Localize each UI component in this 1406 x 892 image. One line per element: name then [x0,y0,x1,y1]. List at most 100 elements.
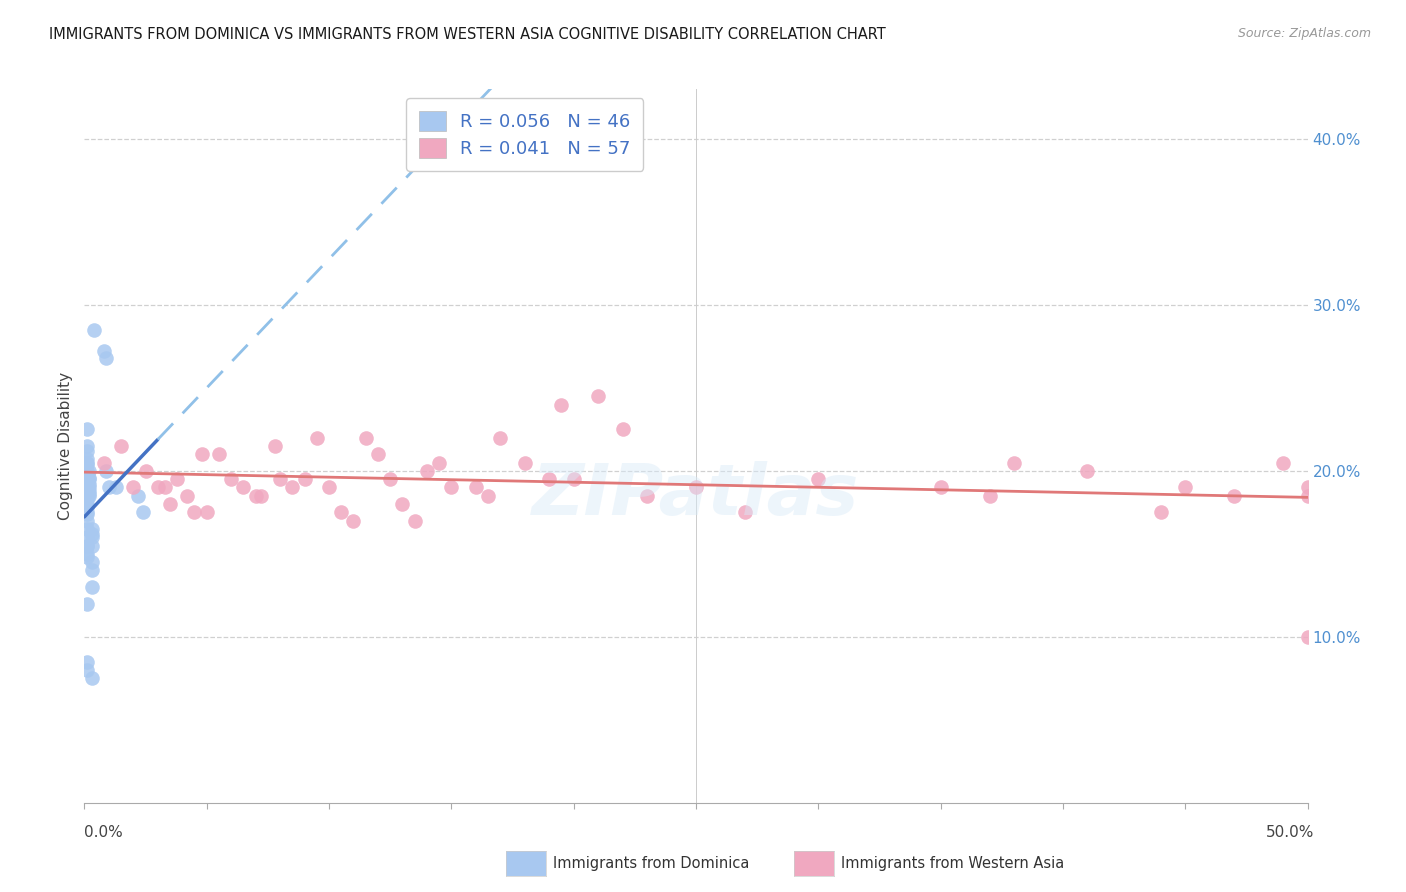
Point [269,472,291,486]
Point [807,472,830,486]
Point [330,505,353,519]
Point [404,514,426,528]
Point [249,489,271,503]
Point [77,472,100,486]
Text: Source: ZipAtlas.com: Source: ZipAtlas.com [1237,27,1371,40]
Point [76,655,98,669]
Point [929,481,952,495]
Point [110,439,132,453]
Point [76,505,98,519]
Point [318,481,340,495]
Point [427,456,450,470]
Point [1296,489,1319,503]
Point [76,492,98,507]
Point [76,507,98,521]
Point [489,431,512,445]
Point [76,547,98,561]
Point [1150,505,1173,519]
Point [76,663,98,677]
Point [734,505,756,519]
Point [538,472,561,486]
Point [122,481,145,495]
Point [232,481,254,495]
Point [176,489,198,503]
Point [77,483,100,498]
Point [208,447,231,461]
Point [191,447,214,461]
Point [93,344,115,359]
Point [1296,630,1319,644]
Point [294,472,316,486]
Point [80,527,103,541]
Point [76,456,98,470]
Point [354,431,377,445]
Point [77,487,100,501]
Point [76,522,98,536]
Point [416,464,439,478]
Point [77,470,100,484]
Point [76,514,98,528]
Point [146,481,169,495]
Point [979,489,1001,503]
Point [80,564,103,578]
Point [550,397,572,411]
Text: 0.0%: 0.0% [84,825,124,840]
Text: IMMIGRANTS FROM DOMINICA VS IMMIGRANTS FROM WESTERN ASIA COGNITIVE DISABILITY CO: IMMIGRANTS FROM DOMINICA VS IMMIGRANTS F… [49,27,886,42]
Point [153,481,176,495]
Text: ZIPatlas: ZIPatlas [533,461,859,531]
Point [166,472,188,486]
Point [76,422,98,436]
Point [80,539,103,553]
Point [77,481,100,495]
Point [183,505,205,519]
Text: Immigrants from Western Asia: Immigrants from Western Asia [841,856,1064,871]
Point [281,481,304,495]
Point [76,497,98,511]
Point [342,514,364,528]
Point [440,481,463,495]
Point [76,500,98,515]
Point [264,439,287,453]
Point [1272,456,1295,470]
Point [76,539,98,553]
Point [80,522,103,536]
Point [83,323,105,337]
Point [76,457,98,471]
Point [105,481,128,495]
Point [76,464,98,478]
Point [97,481,120,495]
Point [127,489,149,503]
Point [80,530,103,544]
Point [76,452,98,467]
Point [586,389,609,403]
Point [367,447,389,461]
Point [96,351,118,365]
Point [562,472,585,486]
Point [76,444,98,458]
Point [80,671,103,685]
Point [80,555,103,569]
Point [77,464,100,478]
Point [132,505,155,519]
Point [93,456,115,470]
Point [96,464,118,478]
Point [685,481,707,495]
Point [380,472,402,486]
Point [305,431,328,445]
Point [477,489,499,503]
Point [391,497,413,511]
Point [1076,464,1098,478]
Point [77,489,100,503]
Point [612,422,634,436]
Point [1223,489,1246,503]
Text: Immigrants from Dominica: Immigrants from Dominica [553,856,749,871]
Point [1002,456,1025,470]
Legend: R = 0.056   N = 46, R = 0.041   N = 57: R = 0.056 N = 46, R = 0.041 N = 57 [406,98,644,170]
Point [1174,481,1197,495]
Point [76,597,98,611]
Point [77,477,100,491]
Point [464,481,486,495]
Point [636,489,658,503]
Point [159,497,181,511]
Point [76,539,98,553]
